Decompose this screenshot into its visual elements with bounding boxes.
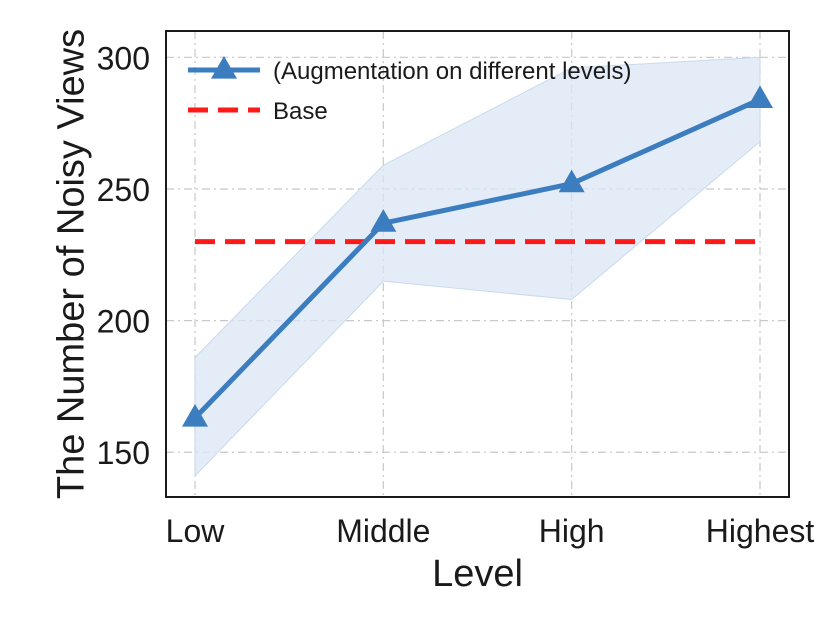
- legend-marker-triangle: [211, 55, 237, 79]
- x-tick-label: Low: [166, 513, 226, 549]
- legend: (Augmentation on different levels) Base: [188, 55, 631, 125]
- x-axis-label: Level: [432, 553, 523, 595]
- x-tick-label: Middle: [336, 513, 430, 549]
- data-point-triangle: [182, 403, 208, 427]
- y-axis-label: The Number of Noisy Views: [50, 29, 92, 499]
- y-tick-label: 300: [97, 40, 150, 76]
- legend-entry-base: Base: [188, 98, 328, 125]
- x-tick-labels: Low Middle High Highest: [166, 513, 815, 549]
- y-tick-label: 200: [97, 304, 150, 340]
- x-tick-label: Highest: [706, 513, 815, 549]
- data-point-triangle: [370, 209, 397, 232]
- legend-entry-augmentation: (Augmentation on different levels): [188, 55, 631, 85]
- series-layer: [182, 85, 773, 427]
- augmentation-line: [193, 97, 762, 420]
- data-point-triangle: [558, 169, 585, 193]
- legend-label-augmentation: (Augmentation on different levels): [273, 58, 631, 85]
- y-tick-label: 150: [97, 435, 150, 471]
- legend-label-base: Base: [273, 98, 328, 125]
- y-tick-labels: 150 200 250 300: [97, 40, 150, 471]
- x-tick-label: High: [539, 513, 605, 549]
- y-tick-label: 250: [97, 172, 150, 208]
- data-point-triangle: [747, 85, 773, 109]
- plot-frame: [165, 30, 790, 498]
